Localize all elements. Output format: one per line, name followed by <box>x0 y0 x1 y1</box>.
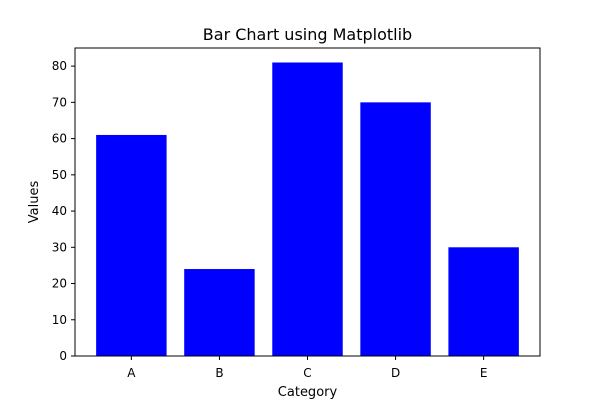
plot-frame <box>74 47 541 357</box>
x-tick-label: C <box>303 366 311 380</box>
bar-e <box>448 247 519 356</box>
y-tick-label: 40 <box>52 204 67 218</box>
x-axis-label: Category <box>278 385 338 400</box>
y-axis-label: Values <box>27 181 42 224</box>
x-tick-label: D <box>391 366 400 380</box>
y-tick-label: 0 <box>59 349 67 363</box>
y-tick-label: 20 <box>52 277 67 291</box>
x-tick-label: A <box>127 366 136 380</box>
bar-c <box>272 62 343 357</box>
y-axis-ticks: 0 10 20 30 40 50 60 70 80 <box>52 59 75 363</box>
y-tick-label: 50 <box>52 168 67 182</box>
bar-a <box>96 134 167 356</box>
bar-b <box>184 269 255 356</box>
y-tick-label: 30 <box>52 240 67 254</box>
y-tick-label: 80 <box>52 59 67 73</box>
x-tick-label: B <box>215 366 223 380</box>
bar-d <box>360 102 431 357</box>
y-tick-label: 60 <box>52 132 67 146</box>
chart-title: Bar Chart using Matplotlib <box>203 25 412 44</box>
x-tick-label: E <box>480 366 488 380</box>
x-axis-ticks: A B C D E <box>127 356 487 380</box>
y-tick-label: 70 <box>52 95 67 109</box>
y-tick-label: 10 <box>52 313 67 327</box>
bars-layer <box>96 62 519 357</box>
